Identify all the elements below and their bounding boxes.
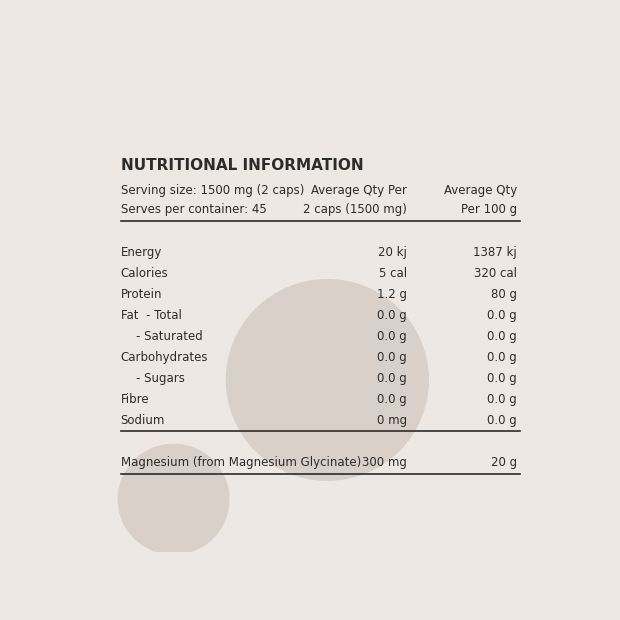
Text: Sodium: Sodium: [121, 414, 165, 427]
Text: Fat  - Total: Fat - Total: [121, 309, 182, 322]
Text: Average Qty
Per 100 g: Average Qty Per 100 g: [444, 184, 517, 216]
Text: 20 kj: 20 kj: [378, 246, 407, 259]
Circle shape: [226, 280, 428, 480]
Text: Fibre: Fibre: [121, 393, 149, 406]
Circle shape: [118, 445, 229, 554]
Text: 0.0 g: 0.0 g: [487, 372, 517, 385]
Text: 0.0 g: 0.0 g: [377, 393, 407, 406]
Text: 0 mg: 0 mg: [376, 414, 407, 427]
Text: 1387 kj: 1387 kj: [474, 246, 517, 259]
Text: Carbohydrates: Carbohydrates: [121, 352, 208, 365]
Text: 0.0 g: 0.0 g: [487, 393, 517, 406]
Text: 5 cal: 5 cal: [379, 267, 407, 280]
Text: 300 mg: 300 mg: [361, 456, 407, 469]
Text: Protein: Protein: [121, 288, 162, 301]
Text: 80 g: 80 g: [491, 288, 517, 301]
Text: Average Qty Per
2 caps (1500 mg): Average Qty Per 2 caps (1500 mg): [303, 184, 407, 216]
Text: 1.2 g: 1.2 g: [376, 288, 407, 301]
Text: 0.0 g: 0.0 g: [487, 414, 517, 427]
Text: NUTRITIONAL INFORMATION: NUTRITIONAL INFORMATION: [121, 158, 363, 173]
Text: 0.0 g: 0.0 g: [377, 372, 407, 385]
Text: Energy: Energy: [121, 246, 162, 259]
Text: Calories: Calories: [121, 267, 169, 280]
Text: Magnesium (from Magnesium Glycinate): Magnesium (from Magnesium Glycinate): [121, 456, 361, 469]
Text: 0.0 g: 0.0 g: [487, 352, 517, 365]
Text: 0.0 g: 0.0 g: [377, 352, 407, 365]
Text: - Sugars: - Sugars: [121, 372, 185, 385]
Text: Serving size: 1500 mg (2 caps)
Serves per container: 45: Serving size: 1500 mg (2 caps) Serves pe…: [121, 184, 304, 216]
Text: 0.0 g: 0.0 g: [487, 309, 517, 322]
Text: - Saturated: - Saturated: [121, 330, 203, 343]
Text: 20 g: 20 g: [491, 456, 517, 469]
Text: 0.0 g: 0.0 g: [487, 330, 517, 343]
Text: 0.0 g: 0.0 g: [377, 309, 407, 322]
Text: 0.0 g: 0.0 g: [377, 330, 407, 343]
Text: 320 cal: 320 cal: [474, 267, 517, 280]
